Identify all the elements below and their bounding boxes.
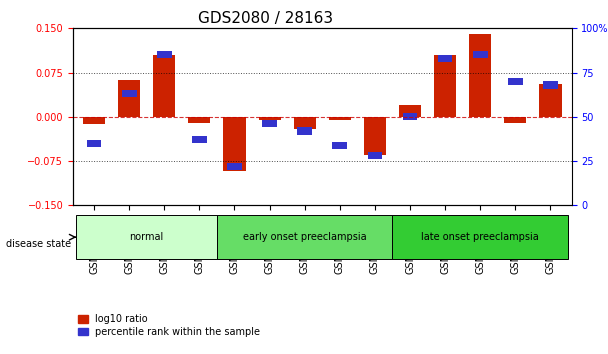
Bar: [122, 90, 137, 97]
Bar: [438, 55, 452, 62]
Bar: [364, 117, 386, 155]
Bar: [434, 55, 456, 117]
Bar: [294, 117, 316, 129]
FancyBboxPatch shape: [77, 215, 217, 259]
Bar: [402, 113, 417, 120]
Bar: [188, 117, 210, 123]
Bar: [258, 117, 281, 120]
Bar: [297, 127, 312, 135]
Bar: [333, 142, 347, 149]
Bar: [367, 152, 382, 159]
Bar: [539, 84, 562, 117]
Bar: [504, 117, 527, 123]
Bar: [118, 80, 140, 117]
Bar: [543, 81, 558, 88]
Text: GDS2080 / 28163: GDS2080 / 28163: [198, 11, 333, 26]
Text: early onset preeclampsia: early onset preeclampsia: [243, 232, 367, 242]
Bar: [473, 51, 488, 58]
Bar: [153, 55, 175, 117]
Bar: [508, 78, 523, 85]
Bar: [262, 120, 277, 127]
Bar: [399, 105, 421, 117]
Bar: [87, 140, 102, 147]
Legend: log10 ratio, percentile rank within the sample: log10 ratio, percentile rank within the …: [78, 314, 260, 337]
Bar: [192, 136, 207, 143]
Bar: [83, 117, 105, 124]
FancyBboxPatch shape: [217, 215, 392, 259]
Bar: [157, 51, 171, 58]
Bar: [227, 163, 242, 170]
Bar: [469, 34, 491, 117]
Bar: [329, 117, 351, 120]
Text: disease state: disease state: [6, 239, 71, 249]
FancyBboxPatch shape: [392, 215, 568, 259]
Text: normal: normal: [130, 232, 164, 242]
Text: late onset preeclampsia: late onset preeclampsia: [421, 232, 539, 242]
Bar: [223, 117, 246, 171]
